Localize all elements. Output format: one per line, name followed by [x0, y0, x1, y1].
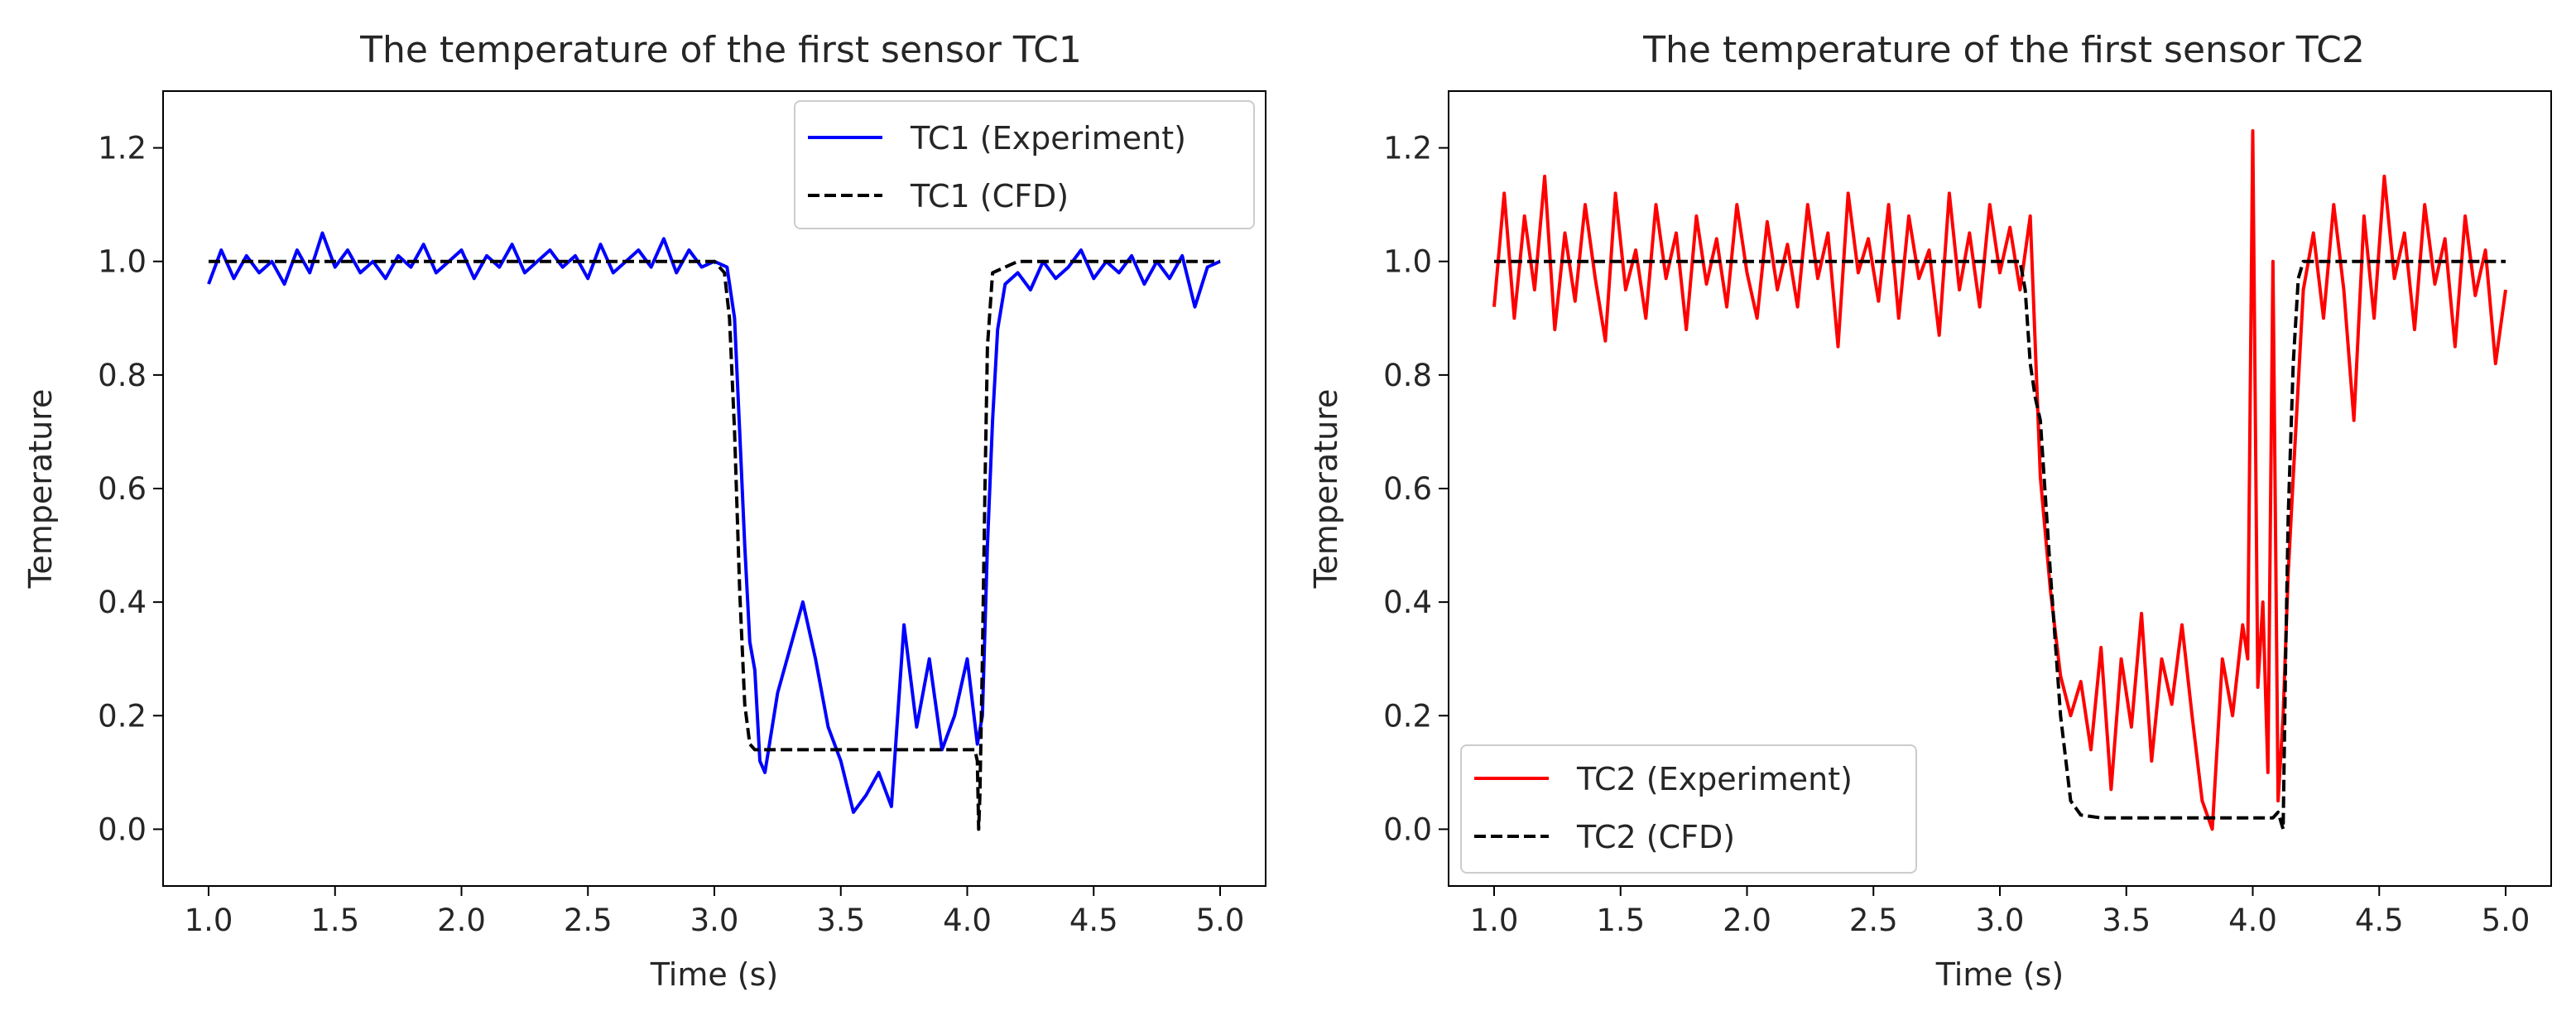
x-tick-label: 3.5 [816, 903, 865, 938]
x-tick-label: 4.0 [2228, 903, 2277, 938]
x-tick-label: 1.0 [185, 903, 233, 938]
y-tick-label: 0.4 [98, 585, 147, 620]
x-tick-label: 1.5 [1596, 903, 1645, 938]
x-tick-label: 1.0 [1470, 903, 1519, 938]
y-tick-label: 0.2 [1383, 698, 1432, 734]
legend: TC1 (Experiment) TC1 (CFD) [794, 100, 1255, 229]
y-tick-label: 1.0 [1383, 244, 1432, 280]
chart-title: The temperature of the first sensor TC2 [1642, 29, 2365, 71]
y-tick-label: 1.2 [1383, 131, 1432, 166]
x-tick-label: 2.5 [1849, 903, 1898, 938]
y-tick-label: 0.6 [1383, 471, 1432, 507]
y-axis-label: Temperature [1308, 389, 1344, 590]
x-tick-label: 1.5 [310, 903, 359, 938]
legend-label-experiment: TC1 (Experiment) [910, 120, 1186, 156]
x-tick-label: 3.0 [690, 903, 739, 938]
series-layer [1492, 129, 2507, 831]
ticks-layer: 1.0 1.5 2.0 2.5 3.0 3.5 4.0 4.5 5.0 0.0 0.2 0.4 0.6 0… [98, 131, 1244, 938]
plot-area: 1.0 1.5 2.0 2.5 3.0 3.5 4.0 4.5 5.0 0.0 0.2 0.4 0.6 0… [1383, 90, 2552, 938]
y-tick-label: 0.6 [98, 471, 147, 507]
y-tick-label: 1.2 [98, 131, 147, 166]
y-axis-label: Temperature [22, 389, 59, 590]
legend-label-experiment: TC2 (Experiment) [1576, 761, 1853, 797]
y-tick-label: 0.0 [1383, 811, 1432, 847]
legend-label-cfd: TC2 (CFD) [1576, 819, 1735, 855]
axes-frame [162, 90, 1266, 887]
x-axis-label: Time (s) [1935, 956, 2064, 993]
legend-label-cfd: TC1 (CFD) [910, 178, 1069, 214]
y-tick-label: 0.0 [98, 811, 147, 847]
x-tick-label: 5.0 [1196, 903, 1245, 938]
axes-frame [1448, 90, 2552, 887]
x-tick-label: 2.0 [437, 903, 486, 938]
x-tick-label: 3.5 [2102, 903, 2151, 938]
legend: TC2 (Experiment) TC2 (CFD) [1460, 744, 1917, 874]
y-tick-label: 0.8 [1383, 358, 1432, 393]
x-tick-label: 4.5 [2355, 903, 2404, 938]
chart-title: The temperature of the first sensor TC1 [359, 29, 1082, 71]
x-axis-label: Time (s) [650, 956, 779, 993]
chart-panel-tc1: The temperature of the first sensor TC1 … [22, 29, 1266, 993]
x-tick-label: 4.0 [943, 903, 992, 938]
x-tick-label: 5.0 [2482, 903, 2530, 938]
legend-box [794, 100, 1255, 229]
ticks-layer: 1.0 1.5 2.0 2.5 3.0 3.5 4.0 4.5 5.0 0.0 0.2 0.4 0.6 0… [1383, 131, 2530, 938]
chart-panel-tc2: The temperature of the first sensor TC2 … [1308, 29, 2552, 993]
x-tick-label: 2.0 [1723, 903, 1771, 938]
y-tick-label: 0.8 [98, 358, 147, 393]
series-line-tc1-cfd [209, 259, 1220, 831]
series-layer [207, 231, 1221, 831]
plot-area: 1.0 1.5 2.0 2.5 3.0 3.5 4.0 4.5 5.0 0.0 0.2 0.4 0.6 0… [98, 90, 1266, 938]
x-tick-label: 3.0 [1976, 903, 2025, 938]
y-tick-label: 1.0 [98, 244, 147, 280]
series-line-tc2-cfd [1494, 259, 2506, 831]
x-tick-label: 4.5 [1069, 903, 1118, 938]
x-tick-label: 2.5 [564, 903, 613, 938]
legend-box [1460, 744, 1917, 874]
y-tick-label: 0.2 [98, 698, 147, 734]
y-tick-label: 0.4 [1383, 585, 1432, 620]
series-line-tc1-experiment [207, 231, 1221, 814]
